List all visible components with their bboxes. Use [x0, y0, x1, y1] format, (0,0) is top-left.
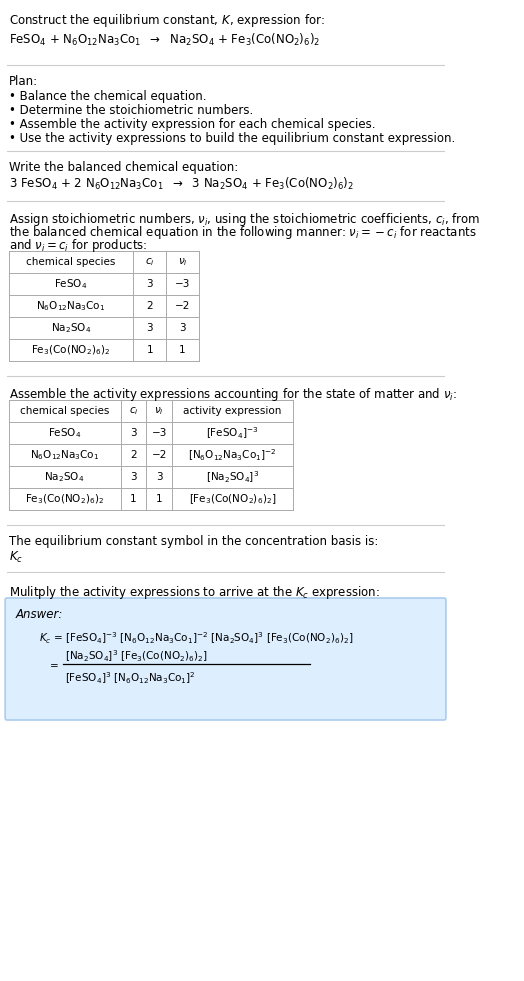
Text: $c_i$: $c_i$ [128, 405, 138, 417]
Text: 1: 1 [130, 494, 137, 504]
Text: $\nu_i$: $\nu_i$ [178, 256, 188, 268]
FancyBboxPatch shape [5, 598, 446, 720]
Text: 3: 3 [147, 279, 153, 289]
Text: 3: 3 [179, 323, 186, 333]
Text: 1: 1 [147, 345, 153, 355]
Text: Assign stoichiometric numbers, $\nu_i$, using the stoichiometric coefficients, $: Assign stoichiometric numbers, $\nu_i$, … [8, 211, 480, 228]
Text: chemical species: chemical species [20, 406, 109, 416]
Text: [N$_6$O$_{12}$Na$_3$Co$_1$]$^{-2}$: [N$_6$O$_{12}$Na$_3$Co$_1$]$^{-2}$ [188, 447, 277, 463]
Text: 3: 3 [156, 472, 162, 482]
Text: 2: 2 [147, 301, 153, 311]
Text: • Assemble the activity expression for each chemical species.: • Assemble the activity expression for e… [8, 118, 375, 131]
Text: [Fe$_3$(Co(NO$_2$)$_6$)$_2$]: [Fe$_3$(Co(NO$_2$)$_6$)$_2$] [189, 492, 276, 506]
Text: Fe$_3$(Co(NO$_2$)$_6$)$_2$: Fe$_3$(Co(NO$_2$)$_6$)$_2$ [31, 343, 111, 357]
Text: Answer:: Answer: [16, 608, 63, 621]
Text: 3: 3 [147, 323, 153, 333]
Text: Mulitply the activity expressions to arrive at the $K_c$ expression:: Mulitply the activity expressions to arr… [8, 584, 379, 601]
Text: FeSO$_4$ + N$_6$O$_{12}$Na$_3$Co$_1$  $\rightarrow$  Na$_2$SO$_4$ + Fe$_3$(Co(NO: FeSO$_4$ + N$_6$O$_{12}$Na$_3$Co$_1$ $\r… [8, 32, 320, 48]
Text: 3: 3 [130, 428, 137, 438]
Text: chemical species: chemical species [26, 257, 116, 267]
Text: −3: −3 [175, 279, 190, 289]
Text: activity expression: activity expression [183, 406, 281, 416]
Text: −2: −2 [175, 301, 190, 311]
Text: N$_6$O$_{12}$Na$_3$Co$_1$: N$_6$O$_{12}$Na$_3$Co$_1$ [30, 448, 99, 462]
Text: the balanced chemical equation in the following manner: $\nu_i = -c_i$ for react: the balanced chemical equation in the fo… [8, 224, 476, 241]
Text: • Use the activity expressions to build the equilibrium constant expression.: • Use the activity expressions to build … [8, 132, 455, 145]
Text: Write the balanced chemical equation:: Write the balanced chemical equation: [8, 161, 238, 174]
Text: The equilibrium constant symbol in the concentration basis is:: The equilibrium constant symbol in the c… [8, 535, 378, 548]
Text: 3 FeSO$_4$ + 2 N$_6$O$_{12}$Na$_3$Co$_1$  $\rightarrow$  3 Na$_2$SO$_4$ + Fe$_3$: 3 FeSO$_4$ + 2 N$_6$O$_{12}$Na$_3$Co$_1$… [8, 176, 354, 192]
Text: [FeSO$_4$]$^3$ [N$_6$O$_{12}$Na$_3$Co$_1$]$^2$: [FeSO$_4$]$^3$ [N$_6$O$_{12}$Na$_3$Co$_1… [64, 670, 195, 686]
Text: −2: −2 [151, 450, 167, 460]
Text: FeSO$_4$: FeSO$_4$ [48, 426, 81, 439]
Text: Plan:: Plan: [8, 75, 38, 88]
Text: 2: 2 [130, 450, 137, 460]
Text: 3: 3 [130, 472, 137, 482]
Text: Na$_2$SO$_4$: Na$_2$SO$_4$ [45, 470, 85, 484]
Text: [FeSO$_4$]$^{-3}$: [FeSO$_4$]$^{-3}$ [206, 425, 259, 440]
Text: Na$_2$SO$_4$: Na$_2$SO$_4$ [51, 321, 91, 335]
Text: $c_i$: $c_i$ [145, 256, 155, 268]
Text: −3: −3 [151, 428, 167, 438]
Text: [Na$_2$SO$_4$]$^3$: [Na$_2$SO$_4$]$^3$ [206, 469, 259, 485]
Text: =: = [50, 661, 59, 671]
Text: $\nu_i$: $\nu_i$ [155, 405, 164, 417]
Text: [Na$_2$SO$_4$]$^3$ [Fe$_3$(Co(NO$_2$)$_6$)$_2$]: [Na$_2$SO$_4$]$^3$ [Fe$_3$(Co(NO$_2$)$_6… [64, 648, 207, 663]
Text: • Determine the stoichiometric numbers.: • Determine the stoichiometric numbers. [8, 104, 253, 117]
Text: 1: 1 [179, 345, 186, 355]
Text: FeSO$_4$: FeSO$_4$ [54, 277, 88, 291]
Text: Construct the equilibrium constant, $K$, expression for:: Construct the equilibrium constant, $K$,… [8, 12, 324, 29]
Text: • Balance the chemical equation.: • Balance the chemical equation. [8, 90, 206, 103]
Text: $K_c$: $K_c$ [8, 550, 23, 565]
Text: Fe$_3$(Co(NO$_2$)$_6$)$_2$: Fe$_3$(Co(NO$_2$)$_6$)$_2$ [25, 492, 104, 506]
Text: $K_c$ = [FeSO$_4$]$^{-3}$ [N$_6$O$_{12}$Na$_3$Co$_1$]$^{-2}$ [Na$_2$SO$_4$]$^3$ : $K_c$ = [FeSO$_4$]$^{-3}$ [N$_6$O$_{12}$… [39, 630, 353, 645]
Text: and $\nu_i = c_i$ for products:: and $\nu_i = c_i$ for products: [8, 237, 147, 254]
Text: 1: 1 [156, 494, 162, 504]
Text: N$_6$O$_{12}$Na$_3$Co$_1$: N$_6$O$_{12}$Na$_3$Co$_1$ [36, 299, 106, 313]
Text: Assemble the activity expressions accounting for the state of matter and $\nu_i$: Assemble the activity expressions accoun… [8, 386, 456, 403]
